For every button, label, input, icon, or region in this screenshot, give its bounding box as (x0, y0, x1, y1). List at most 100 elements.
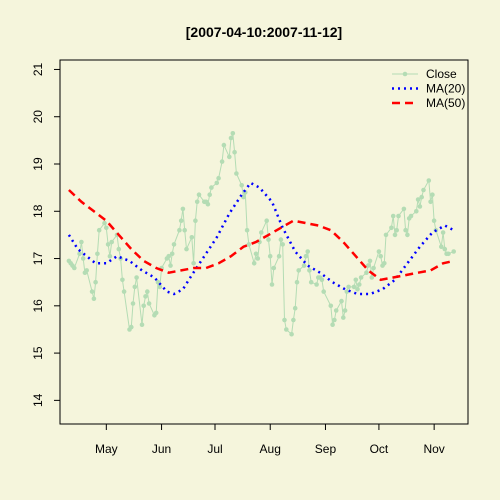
data-point (308, 279, 314, 285)
data-point (228, 135, 234, 141)
data-point (171, 242, 177, 247)
data-point (232, 149, 237, 155)
data-point (291, 317, 296, 323)
data-point (282, 317, 287, 323)
data-point (219, 159, 225, 164)
y-tick-label: 16 (31, 299, 45, 313)
data-point (130, 301, 136, 306)
legend-label: Close (426, 67, 457, 81)
data-point (417, 204, 423, 209)
data-point (294, 279, 300, 285)
data-point (403, 227, 408, 233)
data-point (394, 227, 400, 233)
data-point (205, 201, 211, 207)
data-point (180, 206, 186, 212)
data-point (321, 289, 327, 294)
data-point (84, 268, 89, 273)
data-point (251, 261, 257, 266)
data-point (107, 253, 113, 259)
y-tick-label: 21 (31, 62, 45, 76)
data-point (367, 258, 373, 264)
data-point (289, 331, 294, 337)
data-point (401, 206, 407, 212)
data-point (157, 284, 163, 290)
data-point (439, 244, 444, 249)
data-point (278, 237, 284, 242)
data-point (109, 239, 114, 245)
data-point (364, 270, 369, 276)
data-point (292, 305, 298, 311)
y-tick-label: 15 (31, 346, 45, 360)
data-point (442, 246, 448, 252)
data-point (121, 289, 127, 294)
x-tick-label: May (95, 442, 118, 456)
data-point (253, 251, 259, 257)
data-point (341, 315, 346, 320)
y-tick-label: 14 (31, 393, 45, 407)
data-point (93, 279, 98, 285)
data-point (91, 296, 97, 302)
data-point (414, 209, 419, 214)
data-point (259, 230, 264, 235)
data-point (365, 263, 371, 268)
data-point (193, 218, 198, 223)
x-tick-label: Jul (207, 442, 222, 456)
series-layer (66, 131, 457, 337)
data-point (139, 322, 145, 328)
data-point (353, 277, 359, 283)
data-point (178, 218, 184, 223)
data-point (80, 256, 86, 261)
data-point (339, 298, 344, 304)
data-point (146, 301, 152, 306)
data-point (307, 268, 312, 273)
data-point (269, 282, 275, 287)
data-point (234, 171, 239, 176)
data-point (430, 192, 435, 197)
data-point (383, 232, 389, 238)
data-point (79, 239, 84, 245)
data-point (105, 242, 111, 247)
data-point (120, 277, 125, 283)
data-point (169, 251, 175, 257)
data-point (280, 242, 286, 247)
data-point (415, 197, 421, 202)
data-point (267, 253, 273, 259)
data-point (408, 213, 414, 219)
data-point (266, 237, 271, 242)
data-point (207, 192, 212, 197)
data-point (77, 251, 82, 257)
y-tick-label: 17 (31, 252, 45, 266)
data-point (145, 289, 150, 294)
data-point (378, 253, 384, 259)
data-point (177, 227, 182, 233)
data-point (301, 263, 307, 268)
data-point (305, 249, 311, 254)
x-tick-label: Aug (260, 442, 281, 456)
data-point (194, 199, 200, 205)
data-point (191, 261, 196, 266)
data-point (344, 289, 350, 294)
data-point (440, 230, 446, 235)
data-point (382, 261, 387, 266)
legend-label: MA(50) (426, 96, 465, 110)
data-point (264, 218, 270, 223)
data-point (351, 284, 357, 290)
chart-title: [2007-04-10:2007-11-12] (186, 24, 342, 40)
legend-marker (402, 71, 408, 77)
data-point (451, 249, 457, 254)
data-point (296, 268, 302, 273)
data-point (189, 235, 195, 240)
x-tick-label: Jun (152, 442, 171, 456)
data-point (346, 284, 351, 290)
y-tick-label: 19 (31, 157, 45, 171)
plot-frame (59, 59, 469, 425)
data-point (214, 180, 220, 186)
data-point (390, 213, 396, 219)
data-point (330, 322, 335, 328)
data-point (255, 256, 261, 261)
data-point (396, 213, 401, 219)
data-point (129, 324, 134, 330)
data-point (244, 227, 250, 233)
data-point (72, 265, 77, 271)
